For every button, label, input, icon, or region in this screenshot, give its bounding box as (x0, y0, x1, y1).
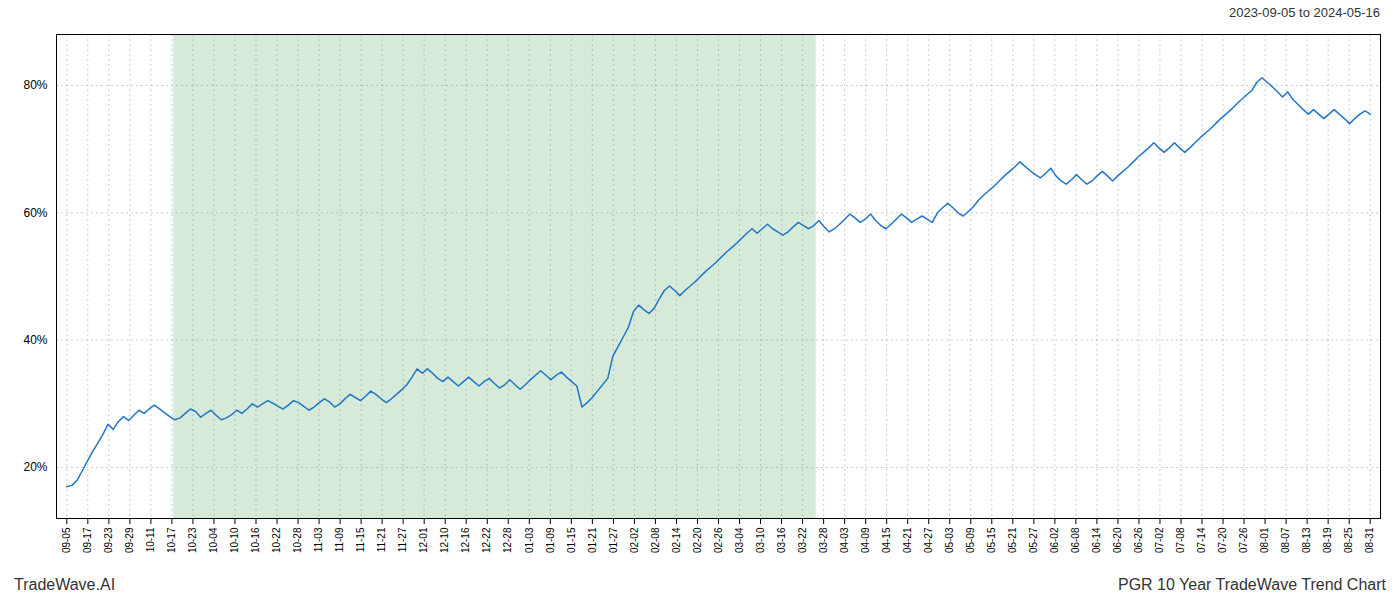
svg-text:08-01: 08-01 (1259, 527, 1270, 553)
svg-text:11-27: 11-27 (397, 527, 408, 552)
svg-text:03-04: 03-04 (734, 527, 745, 553)
svg-text:08-25: 08-25 (1343, 527, 1354, 553)
svg-text:04-15: 04-15 (881, 527, 892, 553)
svg-text:06-26: 06-26 (1133, 527, 1144, 553)
svg-text:04-03: 04-03 (839, 527, 850, 553)
svg-text:12-22: 12-22 (481, 527, 492, 553)
svg-text:12-10: 12-10 (439, 527, 450, 553)
svg-text:02-20: 02-20 (692, 527, 703, 553)
svg-text:80%: 80% (23, 78, 47, 92)
svg-text:11-09: 11-09 (334, 527, 345, 552)
svg-text:08-07: 08-07 (1280, 527, 1291, 553)
svg-text:07-20: 07-20 (1217, 527, 1228, 553)
svg-text:11-15: 11-15 (355, 527, 366, 552)
svg-text:05-27: 05-27 (1028, 527, 1039, 553)
svg-text:60%: 60% (23, 206, 47, 220)
svg-text:06-20: 06-20 (1112, 527, 1123, 553)
svg-text:10-10: 10-10 (229, 527, 240, 553)
svg-text:06-08: 06-08 (1070, 527, 1081, 553)
svg-text:09-17: 09-17 (82, 527, 93, 553)
svg-text:05-15: 05-15 (986, 527, 997, 553)
svg-text:01-03: 01-03 (523, 527, 534, 553)
svg-text:04-27: 04-27 (923, 527, 934, 553)
svg-text:04-09: 04-09 (860, 527, 871, 553)
svg-text:02-08: 02-08 (650, 527, 661, 553)
svg-text:07-26: 07-26 (1238, 527, 1249, 553)
svg-text:08-13: 08-13 (1301, 527, 1312, 553)
svg-text:02-14: 02-14 (671, 527, 682, 553)
svg-text:11-21: 11-21 (376, 527, 387, 552)
svg-text:06-14: 06-14 (1091, 527, 1102, 553)
svg-text:40%: 40% (23, 333, 47, 347)
svg-text:08-31: 08-31 (1364, 527, 1375, 553)
svg-text:12-28: 12-28 (502, 527, 513, 553)
svg-text:01-15: 01-15 (566, 527, 577, 553)
svg-text:11-03: 11-03 (313, 527, 324, 552)
svg-text:04-21: 04-21 (902, 527, 913, 553)
svg-text:03-22: 03-22 (797, 527, 808, 553)
svg-text:20%: 20% (23, 460, 47, 474)
svg-text:07-14: 07-14 (1196, 527, 1207, 553)
svg-text:01-21: 01-21 (587, 527, 598, 553)
svg-text:05-21: 05-21 (1007, 527, 1018, 553)
svg-text:10-11: 10-11 (145, 527, 156, 552)
svg-text:10-04: 10-04 (208, 527, 219, 553)
html-text:TradeWave.AI: TradeWave.AI (14, 576, 116, 593)
html-text:PGR 10 Year TradeWave Trend Ch: PGR 10 Year TradeWave Trend Chart (1118, 576, 1386, 593)
svg-text:07-08: 07-08 (1175, 527, 1186, 553)
svg-text:01-09: 01-09 (545, 527, 556, 553)
svg-text:01-27: 01-27 (608, 527, 619, 553)
svg-text:10-16: 10-16 (250, 527, 261, 553)
html-text:2023-09-05 to 2024-05-16: 2023-09-05 to 2024-05-16 (1228, 4, 1380, 20)
svg-text:02-26: 02-26 (713, 527, 724, 553)
svg-text:10-17: 10-17 (166, 527, 177, 553)
svg-text:06-02: 06-02 (1049, 527, 1060, 553)
svg-text:09-29: 09-29 (124, 527, 135, 553)
svg-text:03-10: 03-10 (755, 527, 766, 553)
svg-text:09-23: 09-23 (103, 527, 114, 553)
svg-text:12-16: 12-16 (460, 527, 471, 553)
svg-text:02-02: 02-02 (629, 527, 640, 553)
svg-text:09-05: 09-05 (61, 527, 72, 553)
svg-text:03-16: 03-16 (776, 527, 787, 553)
svg-text:07-02: 07-02 (1154, 527, 1165, 553)
svg-text:03-28: 03-28 (818, 527, 829, 553)
svg-text:12-01: 12-01 (418, 527, 429, 553)
svg-text:05-09: 05-09 (965, 527, 976, 553)
svg-text:10-23: 10-23 (187, 527, 198, 553)
svg-text:08-19: 08-19 (1322, 527, 1333, 553)
svg-text:05-03: 05-03 (944, 527, 955, 553)
svg-text:10-28: 10-28 (292, 527, 303, 553)
svg-text:10-22: 10-22 (271, 527, 282, 553)
